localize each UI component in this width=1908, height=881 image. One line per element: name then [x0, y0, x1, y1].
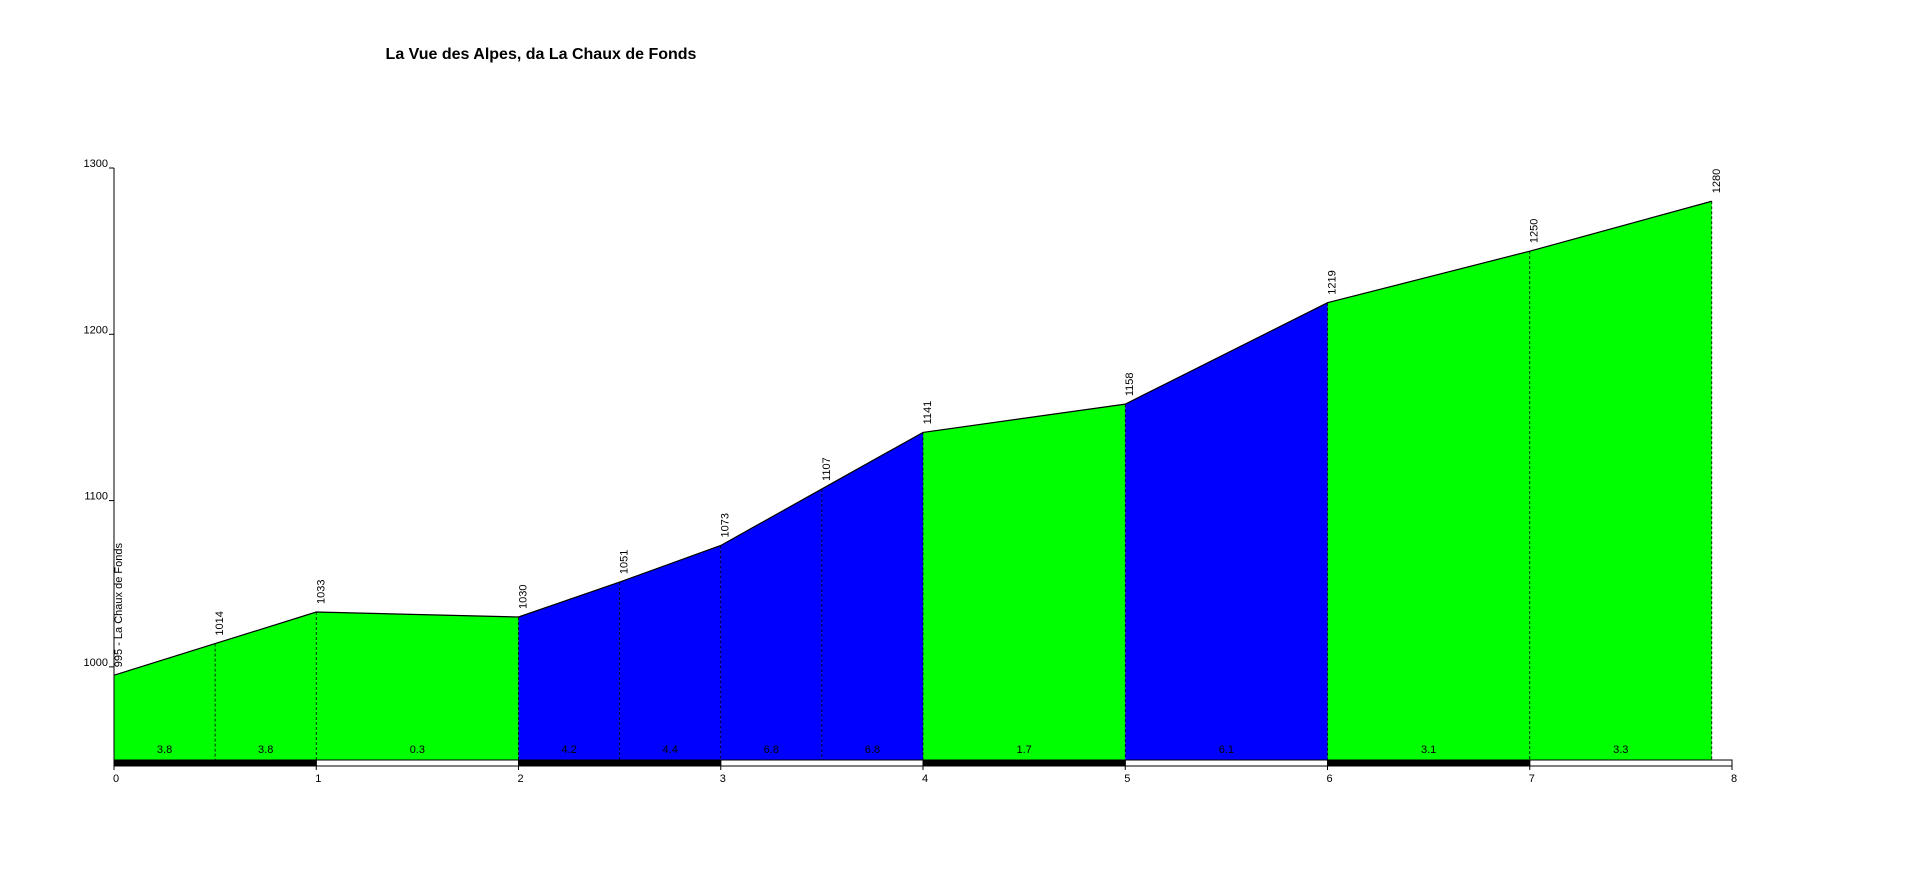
km-strip — [1327, 759, 1531, 767]
area-segment — [316, 612, 519, 760]
x-tick-label: 3 — [720, 773, 726, 785]
area-segment — [821, 432, 923, 760]
point-label: 1107 — [821, 457, 833, 481]
x-tick-label: 4 — [922, 773, 928, 785]
km-strip — [518, 759, 722, 767]
point-label: 1073 — [720, 513, 732, 537]
point-label: 1051 — [619, 550, 631, 574]
point-label: 1030 — [518, 585, 530, 609]
point-label: 1250 — [1529, 219, 1541, 243]
point-label: 995 - La Chaux de Fonds — [113, 543, 125, 668]
gradient-label: 6.8 — [865, 744, 880, 756]
gradient-label: 4.2 — [561, 744, 576, 756]
profile-line — [113, 200, 1712, 676]
km-strip — [1124, 759, 1328, 767]
area-segment — [923, 404, 1126, 760]
area-segment — [518, 582, 620, 760]
area-segment — [114, 643, 216, 760]
x-tick-label: 1 — [315, 773, 321, 785]
gradient-label: 4.4 — [663, 744, 678, 756]
area-segment — [720, 488, 822, 760]
area-segment — [619, 545, 721, 760]
area-segment — [1125, 302, 1328, 760]
y-tick-label: 1000 — [84, 657, 108, 669]
km-strip — [113, 759, 317, 767]
area-segment — [1529, 201, 1712, 760]
y-tick-label: 1200 — [84, 324, 108, 336]
x-tick-label: 8 — [1731, 773, 1737, 785]
point-label: 1033 — [315, 580, 327, 604]
km-strip — [315, 759, 519, 767]
point-label: 1158 — [1124, 372, 1136, 396]
area-segment — [215, 612, 317, 760]
x-tick-label: 2 — [517, 773, 523, 785]
point-label: 1014 — [214, 611, 226, 635]
gradient-label: 6.1 — [1219, 744, 1234, 756]
x-tick-label: 0 — [113, 773, 119, 785]
km-strip — [720, 759, 924, 767]
x-tick-label: 7 — [1529, 773, 1535, 785]
x-tick-label: 6 — [1326, 773, 1332, 785]
area-segment — [1327, 251, 1530, 761]
chart-title: La Vue des Alpes, da La Chaux de Fonds — [386, 46, 697, 63]
gradient-label: 0.3 — [410, 744, 425, 756]
point-label: 1219 — [1327, 270, 1339, 294]
km-strip — [922, 759, 1126, 767]
gradient-label: 3.8 — [258, 744, 273, 756]
y-tick-label: 1300 — [84, 158, 108, 170]
point-label: 1280 — [1711, 169, 1723, 193]
gradient-label: 3.3 — [1613, 744, 1628, 756]
point-label: 1141 — [922, 401, 934, 425]
y-tick-label: 1100 — [84, 491, 108, 503]
gradient-label: 1.7 — [1016, 744, 1031, 756]
gradient-label: 3.1 — [1421, 744, 1436, 756]
gradient-label: 6.8 — [764, 744, 779, 756]
km-strip — [1529, 759, 1733, 767]
x-tick-label: 5 — [1124, 773, 1130, 785]
gradient-label: 3.8 — [157, 744, 172, 756]
